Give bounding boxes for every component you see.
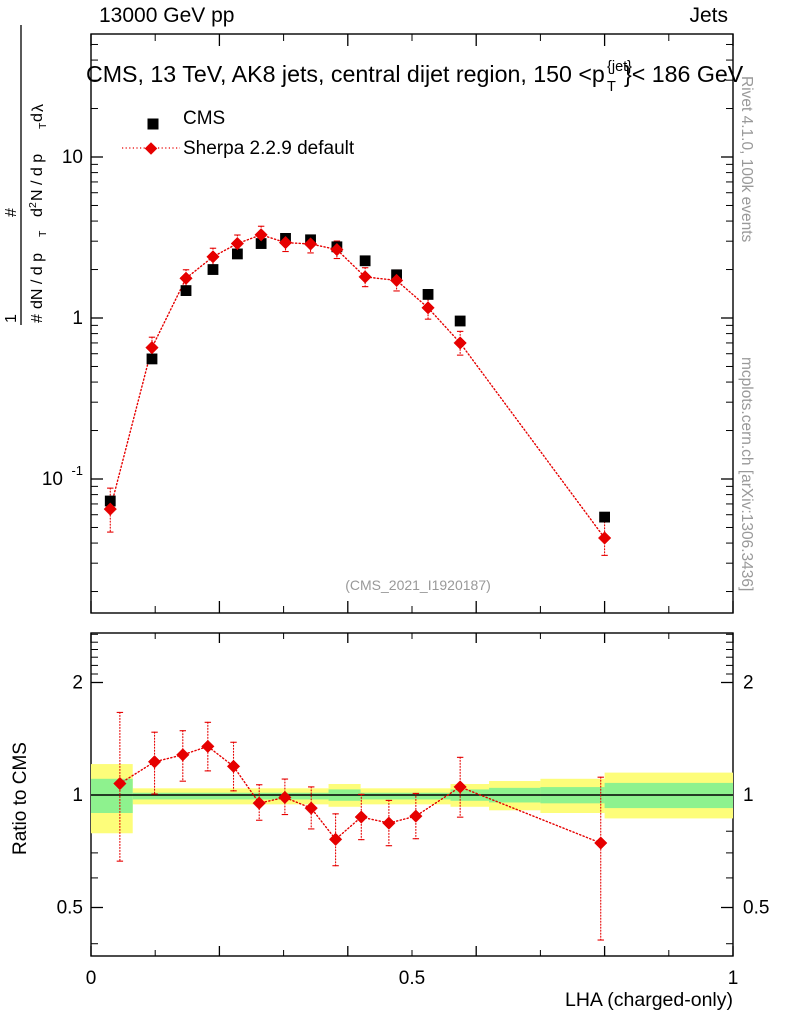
svg-text:Rivet 4.1.0, 100k events: Rivet 4.1.0, 100k events: [738, 76, 755, 243]
svg-text:10: 10: [42, 469, 63, 490]
svg-text:0: 0: [86, 968, 97, 989]
svg-text:λ: λ: [30, 104, 47, 112]
svg-text:2: 2: [27, 202, 39, 208]
svg-text:N / d p: N / d p: [29, 154, 46, 201]
svg-text:Jets: Jets: [689, 4, 728, 27]
svg-text:mcplots.cern.ch [arXiv:1306.34: mcplots.cern.ch [arXiv:1306.3436]: [738, 357, 755, 591]
svg-text:#: #: [3, 208, 20, 217]
svg-text:0.5: 0.5: [743, 898, 769, 919]
svg-text:Ratio to CMS: Ratio to CMS: [10, 742, 31, 855]
svg-text:d: d: [29, 208, 46, 217]
svg-text:T: T: [607, 79, 616, 95]
svg-text:#: #: [29, 314, 46, 323]
svg-text:1: 1: [72, 308, 83, 329]
svg-text:0.5: 0.5: [57, 898, 83, 919]
svg-text:T: T: [37, 122, 49, 129]
svg-text:}< 186 GeV: }< 186 GeV: [624, 61, 744, 87]
svg-text:CMS: CMS: [183, 108, 225, 129]
svg-text:T: T: [37, 230, 49, 237]
svg-text:10: 10: [62, 147, 83, 168]
svg-text:dN / d p: dN / d p: [29, 253, 46, 309]
svg-text:1: 1: [3, 314, 20, 323]
svg-text:0.5: 0.5: [399, 968, 425, 989]
svg-text:d: d: [29, 113, 46, 122]
svg-text:1: 1: [743, 785, 754, 806]
svg-text:(CMS_2021_I1920187): (CMS_2021_I1920187): [345, 577, 491, 593]
svg-text:1: 1: [728, 968, 739, 989]
svg-text:-1: -1: [71, 463, 83, 478]
svg-text:13000 GeV pp: 13000 GeV pp: [99, 4, 234, 27]
svg-text:1: 1: [72, 785, 83, 806]
svg-text:LHA (charged-only): LHA (charged-only): [565, 989, 733, 1011]
svg-text:2: 2: [72, 673, 83, 694]
svg-text:CMS, 13 TeV, AK8 jets, central: CMS, 13 TeV, AK8 jets, central dijet reg…: [86, 61, 605, 87]
svg-text:Sherpa 2.2.9 default: Sherpa 2.2.9 default: [183, 138, 355, 159]
svg-text:2: 2: [743, 673, 754, 694]
